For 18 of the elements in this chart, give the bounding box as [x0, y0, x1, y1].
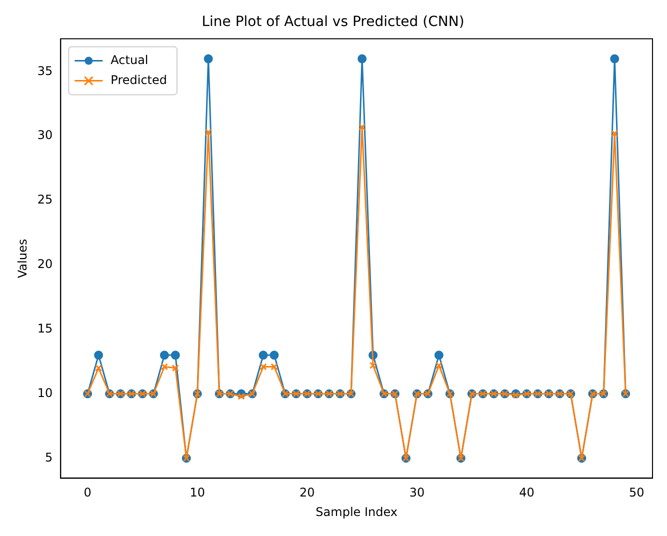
legend-label: Predicted	[110, 72, 168, 87]
x-axis-title: Sample Index	[316, 504, 398, 519]
y-axis-title: Values	[15, 238, 30, 278]
y-tick-label: 5	[45, 450, 53, 464]
x-tick-label: 40	[519, 486, 534, 500]
y-tick-label: 15	[37, 321, 53, 336]
x-tick-label: 20	[300, 486, 315, 500]
y-tick-label: 25	[37, 192, 53, 207]
x-tick-label: 30	[409, 486, 425, 500]
x-tick-label: 0	[84, 486, 92, 500]
chart-title: Line Plot of Actual vs Predicted (CNN)	[202, 14, 464, 30]
y-tick-label: 20	[37, 257, 53, 272]
x-tick-label: 10	[190, 486, 206, 500]
y-tick-label: 30	[37, 128, 53, 142]
y-tick-label: 10	[37, 386, 53, 400]
legend-label: Actual	[110, 52, 148, 67]
y-tick-label: 35	[37, 64, 53, 78]
x-tick-label: 50	[628, 486, 644, 500]
